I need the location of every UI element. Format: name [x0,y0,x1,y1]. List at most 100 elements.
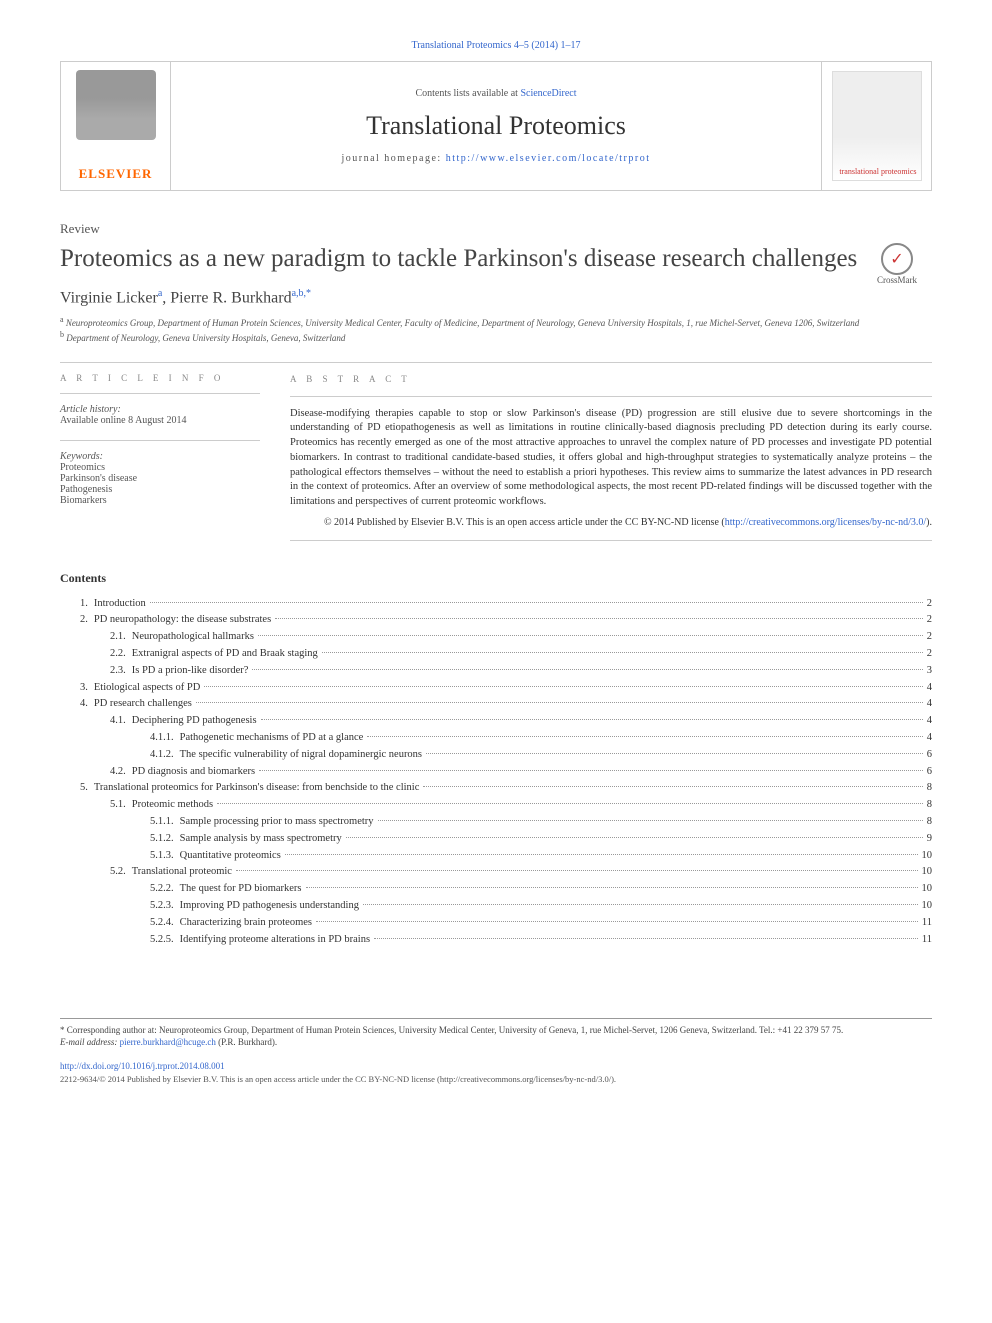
toc-dots [374,938,918,939]
keyword-3: Biomarkers [60,495,260,506]
author-2-affil: a,b,* [292,288,311,299]
toc-row[interactable]: 5.2.3.Improving PD pathogenesis understa… [60,898,932,915]
crossmark-label: CrossMark [877,275,917,285]
toc-page: 4 [927,730,932,747]
abstract-label: A B S T R A C T [290,373,932,386]
toc-title: Deciphering PD pathogenesis [132,713,257,730]
toc-row[interactable]: 5.1.1.Sample processing prior to mass sp… [60,814,932,831]
toc-dots [378,820,923,821]
toc-row[interactable]: 4.2.PD diagnosis and biomarkers6 [60,764,932,781]
toc-row[interactable]: 5.2.2.The quest for PD biomarkers10 [60,881,932,898]
toc-number: 4. [80,696,88,713]
toc-page: 9 [927,831,932,848]
toc-number: 5.2.5. [150,932,174,949]
toc-row[interactable]: 1.Introduction2 [60,596,932,613]
toc-row[interactable]: 4.PD research challenges4 [60,696,932,713]
abstract-text: Disease-modifying therapies capable to s… [290,407,932,510]
toc-dots [423,786,922,787]
toc-number: 3. [80,680,88,697]
keywords-label: Keywords: [60,451,260,462]
toc-row[interactable]: 5.1.3.Quantitative proteomics10 [60,848,932,865]
email-link[interactable]: pierre.burkhard@hcuge.ch [120,1037,216,1047]
article-info-column: A R T I C L E I N F O Article history: A… [60,373,260,550]
toc-number: 1. [80,596,88,613]
toc-title: Quantitative proteomics [180,848,281,865]
contents-section: Contents 1.Introduction22. PD neuropathol… [60,571,932,949]
email-label: E-mail address: [60,1037,120,1047]
toc-title: The specific vulnerability of nigral dop… [180,747,422,764]
toc-number: 5.1. [110,797,126,814]
divider [60,440,260,441]
toc-page: 2 [927,612,932,629]
toc-title: Pathogenetic mechanisms of PD at a glanc… [180,730,364,747]
toc-row[interactable]: 4.1.Deciphering PD pathogenesis4 [60,713,932,730]
journal-title: Translational Proteomics [366,111,626,141]
toc-number: 2.2. [110,646,126,663]
authors: Virginie Lickera, Pierre R. Burkharda,b,… [60,288,932,307]
toc-dots [367,736,922,737]
page-container: Translational Proteomics 4–5 (2014) 1–17… [0,0,992,1115]
toc-dots [236,870,918,871]
toc-page: 10 [922,898,933,915]
affil-a-text: Neuroproteomics Group, Department of Hum… [66,318,859,328]
publisher-name: ELSEVIER [79,166,153,182]
toc-dots [259,770,923,771]
copyright-text: © 2014 Published by Elsevier B.V. This i… [324,517,725,528]
doi-link[interactable]: http://dx.doi.org/10.1016/j.trprot.2014.… [60,1061,225,1071]
homepage-line: journal homepage: http://www.elsevier.co… [341,153,650,164]
toc-dots [150,602,923,603]
article-info-label: A R T I C L E I N F O [60,373,260,383]
toc-number: 5.2.3. [150,898,174,915]
author-1-affil: a [158,288,162,299]
divider [60,393,260,394]
info-abstract-row: A R T I C L E I N F O Article history: A… [60,373,932,550]
toc-dots [204,686,922,687]
toc-row[interactable]: 2. PD neuropathology: the disease substra… [60,612,932,629]
cc-link[interactable]: http://creativecommons.org/licenses/by-n… [725,517,926,528]
crossmark-badge[interactable]: ✓ CrossMark [862,243,932,285]
toc-row[interactable]: 2.2.Extranigral aspects of PD and Braak … [60,646,932,663]
journal-citation-link[interactable]: Translational Proteomics 4–5 (2014) 1–17 [60,40,932,51]
history-label: Article history: [60,404,260,415]
issn-copyright: 2212-9634/© 2014 Published by Elsevier B… [60,1074,932,1085]
toc-row[interactable]: 5.1.Proteomic methods8 [60,797,932,814]
toc-row[interactable]: 5.1.2.Sample analysis by mass spectromet… [60,831,932,848]
toc-number: 5.2.4. [150,915,174,932]
toc-title: Characterizing brain proteomes [180,915,312,932]
homepage-link[interactable]: http://www.elsevier.com/locate/trprot [446,153,651,164]
keywords-block: Keywords: Proteomics Parkinson's disease… [60,451,260,506]
article-type: Review [60,221,932,237]
toc-title: PD neuropathology: the disease substrate… [94,612,271,629]
toc-row[interactable]: 5.2.Translational proteomic10 [60,864,932,881]
toc-title: Etiological aspects of PD [94,680,200,697]
sciencedirect-link[interactable]: ScienceDirect [520,88,576,99]
toc-title: Translational proteomics for Parkinson's… [94,780,419,797]
journal-header: ELSEVIER Contents lists available at Sci… [60,61,932,191]
toc-title: Sample processing prior to mass spectrom… [180,814,374,831]
toc-number: 4.1.1. [150,730,174,747]
toc-title: PD diagnosis and biomarkers [132,764,255,781]
toc-number: 2. [80,612,88,629]
footer: * Corresponding author at: Neuroproteomi… [60,1018,932,1085]
toc-row[interactable]: 5.2.4. Characterizing brain proteomes 11 [60,915,932,932]
toc-page: 11 [922,915,932,932]
toc-row[interactable]: 4.1.2.The specific vulnerability of nigr… [60,747,932,764]
toc-page: 8 [927,780,932,797]
title-row: Proteomics as a new paradigm to tackle P… [60,243,932,288]
contents-heading: Contents [60,571,932,586]
toc-row[interactable]: 2.3.Is PD a prion-like disorder?3 [60,663,932,680]
toc-row[interactable]: 3.Etiological aspects of PD4 [60,680,932,697]
toc-row[interactable]: 2.1.Neuropathological hallmarks2 [60,629,932,646]
toc-title: Is PD a prion-like disorder? [132,663,249,680]
toc-row[interactable]: 5.2.5.Identifying proteome alterations i… [60,932,932,949]
author-2: Pierre R. Burkhard [170,289,291,306]
toc-number: 4.2. [110,764,126,781]
keyword-2: Pathogenesis [60,484,260,495]
contents-available-line: Contents lists available at ScienceDirec… [415,88,576,99]
divider [290,540,932,541]
toc-row[interactable]: 4.1.1. Pathogenetic mechanisms of PD at a… [60,730,932,747]
toc-page: 2 [927,629,932,646]
toc-dots [258,635,923,636]
toc-row[interactable]: 5.Translational proteomics for Parkinson… [60,780,932,797]
abstract-copyright: © 2014 Published by Elsevier B.V. This i… [290,516,932,530]
